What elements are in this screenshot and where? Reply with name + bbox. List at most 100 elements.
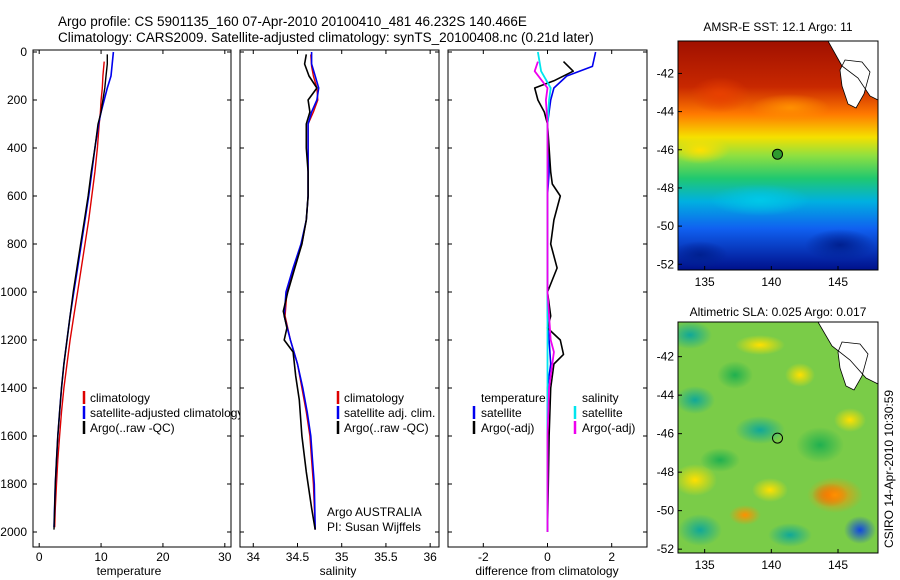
x-tick-label: 34.5 [286, 550, 310, 564]
x-tick-label: 30 [218, 550, 232, 564]
sst-x-ticks: 135 140 145 [695, 266, 848, 289]
sla-patch [735, 335, 785, 355]
y-tick-label: 1600 [0, 429, 27, 443]
difference-y-ticks [448, 51, 647, 533]
timestamp-label: CSIRO 14-Apr-2010 10:30:59 [882, 390, 896, 548]
sst-cold-patch-west [678, 241, 728, 269]
credit-line1: Argo AUSTRALIA [327, 505, 422, 519]
y-tick-label: 800 [7, 237, 27, 251]
temperature-x-ticks: 0 10 20 30 [36, 50, 232, 564]
sla-axes-frame [677, 321, 879, 554]
difference-series [533, 51, 597, 533]
temperature-legend-label-climatology: climatology [90, 391, 150, 405]
sla-patch [678, 386, 715, 414]
sla-map-panel: Altimetric SLA: 0.025 Argo: 0.017 [657, 305, 879, 572]
series-line-argo [53, 54, 109, 530]
sst-cold-patch [805, 229, 875, 261]
sla-patch [678, 464, 717, 496]
sst-coastline-contour [827, 41, 878, 101]
sla-patch [844, 516, 876, 544]
x-tick-label: 2 [608, 550, 615, 564]
tasmania-outline-sst [839, 59, 871, 109]
difference-legend-label-sal-satellite: satellite [582, 406, 623, 420]
sla-patch [834, 408, 866, 432]
x-tick-label: 0 [544, 550, 551, 564]
x-tick-label: 35 [335, 550, 349, 564]
sst-axes-frame [677, 40, 879, 271]
x-tick-label: 35.5 [374, 550, 398, 564]
map-x-tick-label: 140 [761, 275, 781, 289]
sla-coastline-contour [817, 322, 878, 385]
difference-x-label: difference from climatology [475, 564, 618, 578]
x-tick-label: 10 [94, 550, 108, 564]
difference-legend-label-sal-argo: Argo(-adj) [582, 421, 635, 435]
temperature-legend-label-argo: Argo(..raw -QC) [90, 421, 175, 435]
series-line-climatology [54, 61, 105, 528]
series-line-satellite [283, 52, 320, 530]
series-line-temp_argo [533, 61, 575, 533]
x-tick-label: 36 [423, 550, 437, 564]
sla-map-title: Altimetric SLA: 0.025 Argo: 0.017 [690, 305, 867, 319]
sla-patch [735, 416, 785, 444]
sst-yellow-patch [678, 136, 730, 164]
sla-patch [729, 505, 761, 525]
map-y-tick-label: -48 [657, 465, 675, 479]
sst-front-patch [750, 94, 830, 122]
sla-patch [768, 523, 812, 547]
salinity-panel: 34 34.5 35 35.5 36 salinity climatology sate… [239, 49, 440, 578]
credit-line2: PI: Susan Wijffels [327, 520, 421, 534]
sla-patch [717, 361, 753, 389]
map-y-tick-label: -46 [657, 427, 675, 441]
map-y-tick-label: -52 [657, 257, 675, 271]
y-tick-label: 1400 [0, 381, 27, 395]
difference-panel: -2 0 2 difference from climatology tempera… [447, 49, 648, 578]
y-tick-label: 1800 [0, 477, 27, 491]
map-x-tick-label: 135 [695, 275, 715, 289]
sst-map-panel: AMSR-E SST: 12.1 Argo: 11 135 140 145 -42 -… [657, 20, 879, 289]
salinity-x-label: salinity [320, 564, 357, 578]
sla-argo-location-marker [772, 432, 783, 444]
figure-title-line1: Argo profile: CS 5901135_160 07-Apr-2010… [58, 14, 527, 29]
temperature-legend-label-satellite: satellite-adjusted climatology [90, 406, 243, 420]
map-y-tick-label: -42 [657, 66, 675, 80]
y-tick-label: 0 [20, 45, 27, 59]
map-x-tick-label: 145 [828, 275, 848, 289]
salinity-y-ticks [240, 51, 439, 533]
sla-patch [700, 448, 740, 472]
salinity-x-ticks: 34 34.5 35 35.5 36 [247, 50, 437, 564]
salinity-series [282, 52, 320, 530]
map-y-tick-label: -44 [657, 105, 675, 119]
y-tick-label: 1200 [0, 333, 27, 347]
temperature-x-label: temperature [97, 564, 162, 578]
sla-patch [678, 514, 722, 546]
y-tick-label: 400 [7, 141, 27, 155]
sst-map-title: AMSR-E SST: 12.1 Argo: 11 [703, 20, 853, 34]
x-tick-label: 0 [36, 550, 43, 564]
series-line-argo [282, 54, 318, 530]
x-tick-label: -2 [478, 550, 489, 564]
temperature-series [53, 51, 115, 530]
map-x-tick-label: 140 [761, 558, 781, 572]
temperature-panel: 0 200 400 600 800 1000 1200 1400 1600 1800 2000 0 1… [0, 45, 243, 578]
difference-x-ticks: -2 0 2 [478, 50, 615, 564]
difference-legend-label-temp-satellite: satellite [481, 406, 522, 420]
salinity-legend: climatology satellite adj. clim. Argo(..… [336, 391, 435, 435]
sla-patch [785, 363, 815, 387]
figure-title-line2: Climatology: CARS2009. Satellite-adjuste… [58, 30, 594, 45]
sla-patch [752, 478, 788, 502]
sst-argo-location-marker [772, 148, 783, 160]
map-y-tick-label: -46 [657, 143, 675, 157]
tasmania-outline-sla [837, 341, 869, 391]
sla-heatmap-field [678, 322, 878, 553]
map-y-tick-label: -44 [657, 388, 675, 402]
sla-patch [678, 322, 712, 349]
x-tick-label: 34 [247, 550, 261, 564]
temperature-axes-frame [32, 49, 232, 548]
difference-legend-header-salinity: salinity [582, 391, 619, 405]
salinity-legend-label-climatology: climatology [344, 391, 404, 405]
series-line-sal_argo [533, 61, 555, 532]
sst-cyan-patch [710, 184, 810, 216]
sla-y-ticks: -42 -44 -46 -48 -50 -52 [657, 350, 682, 556]
y-tick-label: 1000 [0, 285, 27, 299]
